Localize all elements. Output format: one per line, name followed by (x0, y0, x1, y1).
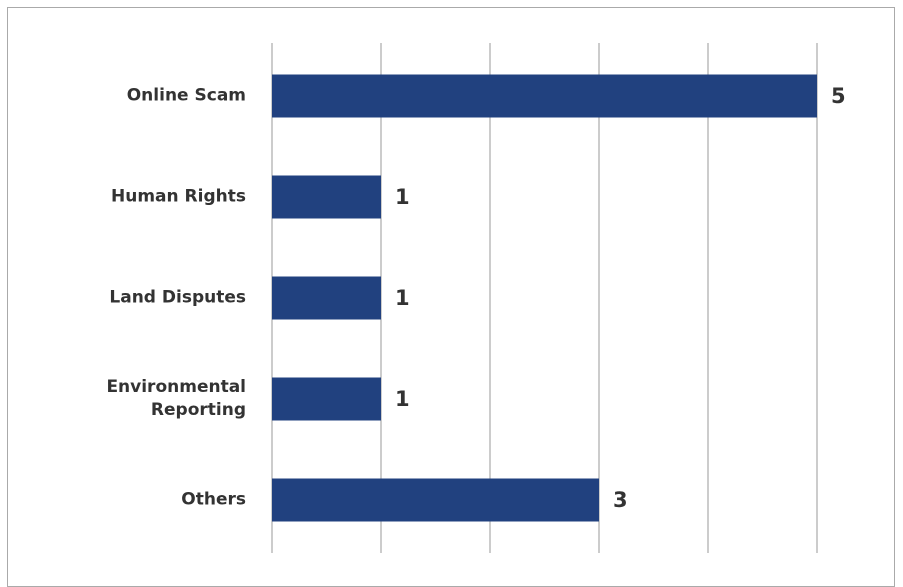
value-label: 1 (395, 185, 410, 209)
bar (272, 175, 381, 219)
bar (272, 276, 381, 320)
bar (272, 478, 599, 522)
value-label: 3 (613, 488, 628, 512)
value-label: 1 (395, 286, 410, 310)
value-label: 1 (395, 387, 410, 411)
category-label: Others (181, 489, 246, 510)
bar (272, 74, 817, 118)
value-label: 5 (831, 84, 846, 108)
bar (272, 377, 381, 421)
category-label: Environmental Reporting (106, 377, 246, 420)
category-label: Land Disputes (109, 287, 246, 308)
category-label: Human Rights (111, 186, 246, 207)
category-label: Online Scam (126, 85, 246, 106)
